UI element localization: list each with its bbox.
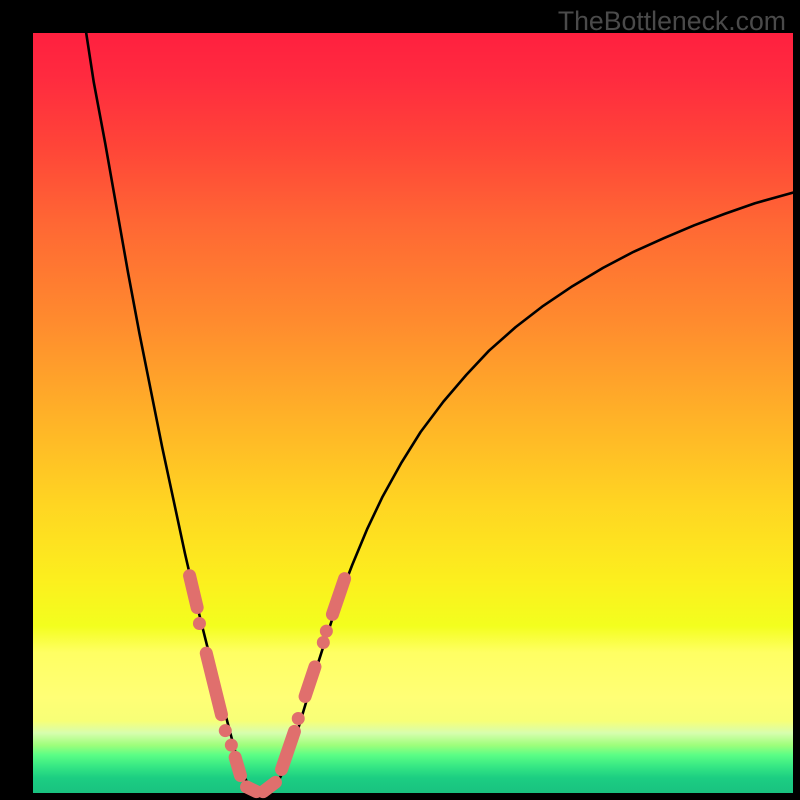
marker-dot [317, 636, 330, 649]
marker-dot [225, 739, 238, 752]
marker-dot [193, 617, 206, 630]
plot-canvas [33, 33, 793, 793]
marker-segment [190, 576, 198, 608]
gradient-background [33, 33, 793, 793]
marker-dot [219, 724, 232, 737]
marker-segment [247, 787, 257, 792]
marker-segment [263, 782, 275, 791]
chart-wrapper: TheBottleneck.com [0, 0, 800, 800]
watermark-text: TheBottleneck.com [558, 6, 786, 37]
marker-dot [320, 625, 333, 638]
plot-area [33, 33, 793, 793]
marker-dot [292, 712, 305, 725]
marker-segment [235, 757, 240, 775]
